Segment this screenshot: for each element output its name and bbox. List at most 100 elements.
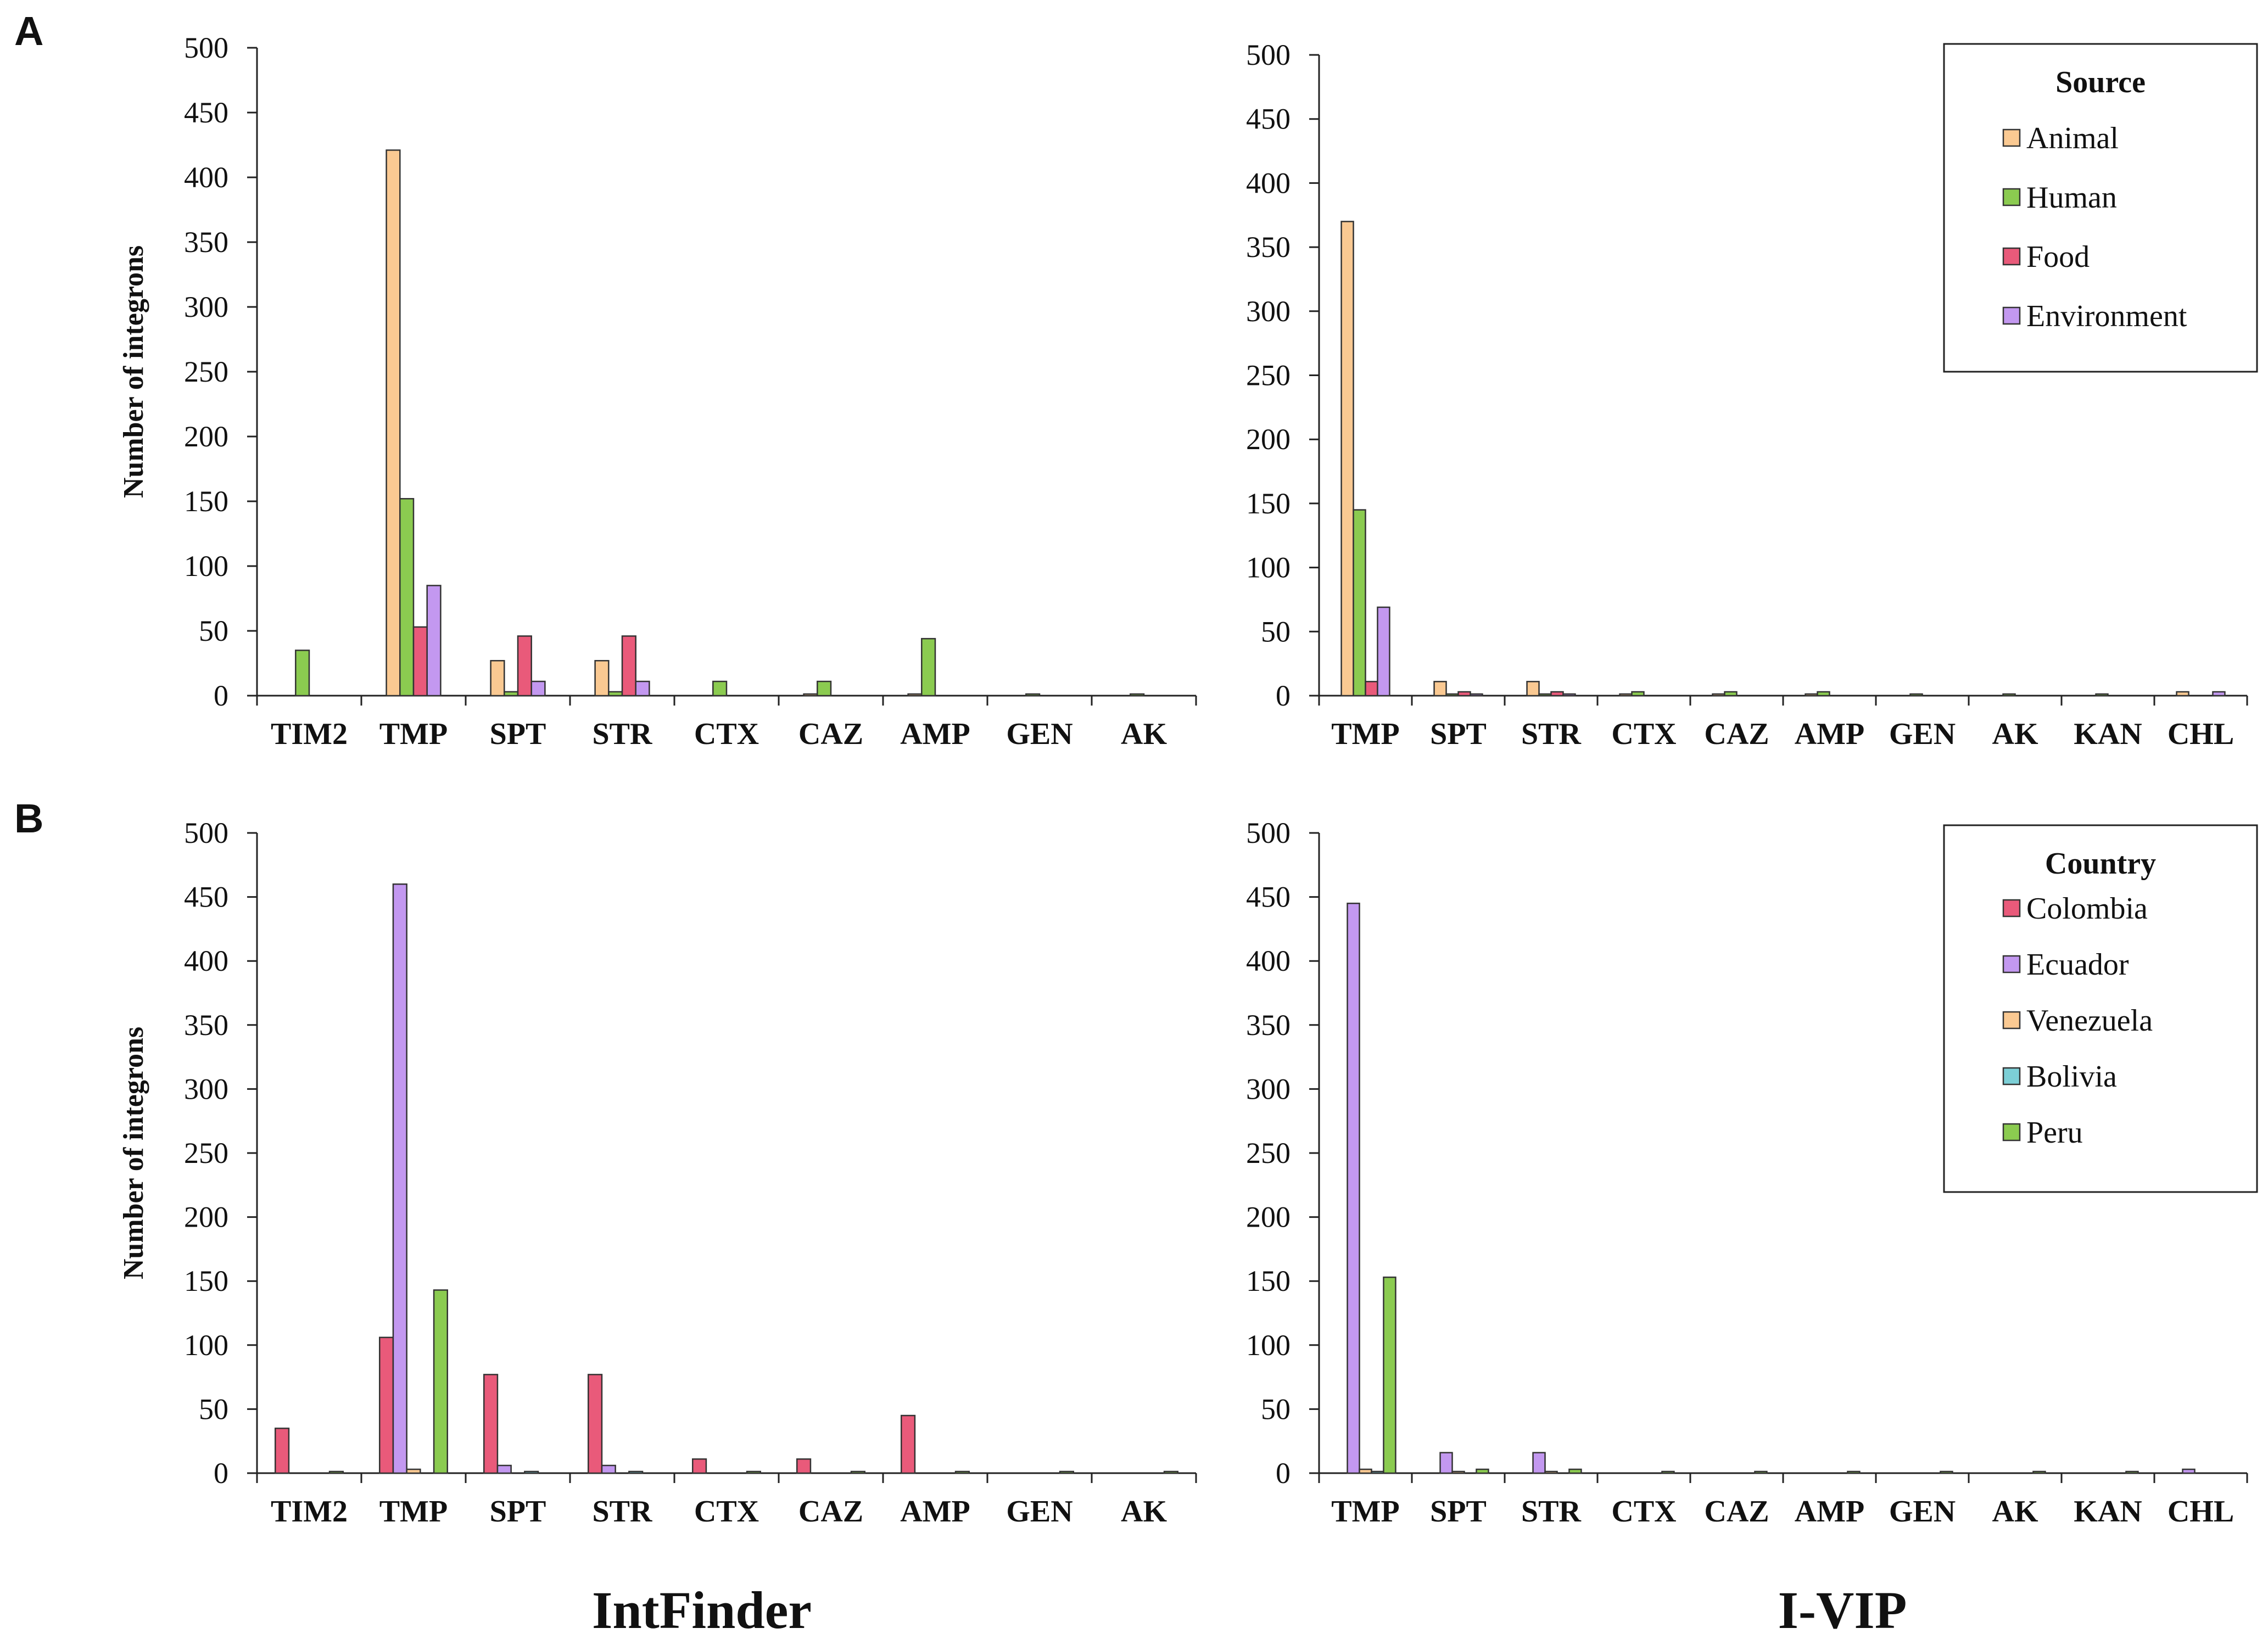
- y-tick-label: 450: [184, 881, 228, 914]
- bar-venezuela-tmp: [1359, 1468, 1372, 1474]
- bar-peru-ctx: [746, 1470, 762, 1474]
- bar-environment-str: [1562, 693, 1576, 697]
- bar-ecuador-tmp: [1347, 903, 1360, 1474]
- y-tick-label: 350: [1246, 231, 1291, 264]
- bar-bolivia-spt: [524, 1470, 539, 1474]
- y-tick-label: 300: [1246, 1072, 1291, 1105]
- bar-human-kan: [2095, 693, 2109, 697]
- legend-label-animal: Animal: [2026, 121, 2119, 155]
- x-tick-label: GEN: [1006, 717, 1072, 751]
- y-tick-label: 450: [1246, 881, 1291, 914]
- bar-peru-ctx: [1661, 1470, 1675, 1474]
- bar-environment-str: [635, 680, 650, 697]
- legend-frame: [1943, 824, 2258, 1193]
- bar-human-spt: [504, 691, 519, 697]
- y-tick-label: 400: [1246, 944, 1291, 977]
- y-tick-label: 500: [1246, 38, 1291, 71]
- bar-peru-ak: [1163, 1470, 1179, 1474]
- x-tick-label: CAZ: [798, 1495, 863, 1529]
- legends-layer: SourceAnimalHumanFoodEnvironmentCountryC…: [1943, 43, 2258, 1193]
- x-tick-label: GEN: [1006, 1495, 1072, 1529]
- x-tick-label: SPT: [490, 1495, 546, 1529]
- legend-country: Country Colombia Ecuador Venezuela Bolivia Pe…: [1943, 824, 2258, 1193]
- bar-peru-gen: [1940, 1470, 1953, 1474]
- bar-food-spt: [1457, 691, 1471, 697]
- y-tick-label: 200: [184, 1201, 228, 1234]
- chart-a-left: 0 50 100 150 200 250 300 350 400 450 500 Number of …: [118, 31, 1197, 751]
- x-tick-label: KAN: [2074, 1495, 2142, 1529]
- bar-animal-spt: [1433, 681, 1447, 697]
- bar-animal-str: [594, 660, 610, 697]
- bar-human-ctx: [1631, 691, 1645, 697]
- bar-peru-spt: [1476, 1468, 1489, 1474]
- x-tick-label: STR: [593, 717, 652, 751]
- x-tick-label: SPT: [1430, 1495, 1487, 1529]
- bar-peru-tmp: [1383, 1276, 1396, 1474]
- chart-b-left: 0 50 100 150 200 250 300 350 400 450 500 Number of …: [118, 816, 1197, 1529]
- bar-peru-amp: [1847, 1470, 1861, 1474]
- panel-label-b: B: [14, 796, 43, 841]
- legend-swatch-human: [2002, 188, 2021, 206]
- x-tick-label: GEN: [1889, 1495, 1956, 1529]
- x-tick-label: STR: [593, 1495, 652, 1529]
- legend-label-peru: Peru: [2026, 1116, 2083, 1150]
- legend-title: Source: [2055, 65, 2146, 99]
- y-tick-label: 50: [199, 1392, 228, 1425]
- bar-peru-amp: [954, 1470, 970, 1474]
- legend-swatch-ecuador: [2002, 955, 2021, 973]
- bar-colombia-tmp: [379, 1336, 394, 1474]
- bar-animal-caz: [803, 693, 818, 697]
- bar-food-tmp: [412, 626, 428, 697]
- y-tick-label: 250: [184, 355, 228, 388]
- x-tick-label: AK: [1121, 1495, 1167, 1529]
- y-tick-label: 150: [184, 1264, 228, 1297]
- bar-colombia-amp: [901, 1414, 916, 1474]
- bar-colombia-caz: [796, 1458, 812, 1474]
- y-tick-label: 500: [1246, 816, 1291, 849]
- legend-swatch-colombia: [2002, 899, 2021, 917]
- bar-human-tmp: [399, 498, 415, 697]
- bar-animal-tmp: [386, 149, 401, 697]
- legend-label-colombia: Colombia: [2026, 892, 2148, 926]
- panel-label-a: A: [14, 8, 43, 54]
- bar-human-caz: [1724, 691, 1738, 697]
- y-tick-label: 350: [184, 1009, 228, 1042]
- legend-swatch-peru: [2002, 1123, 2021, 1142]
- bar-peru-ak: [2032, 1470, 2046, 1474]
- bar-environment-spt: [530, 680, 546, 697]
- y-tick-label: 200: [1246, 1201, 1291, 1234]
- bar-animal-amp: [907, 693, 923, 697]
- x-tick-label: CTX: [1611, 717, 1676, 751]
- y-tick-label: 500: [184, 816, 228, 849]
- legend-title: Country: [2045, 847, 2156, 881]
- x-tick-label: CAZ: [1704, 1495, 1769, 1529]
- bar-bolivia-tmp: [1371, 1470, 1384, 1474]
- bar-human-spt: [1445, 693, 1459, 697]
- bar-human-ak: [1130, 693, 1145, 697]
- x-tick-label: AK: [1121, 717, 1167, 751]
- bar-animal-tmp: [1340, 221, 1354, 697]
- bar-human-str: [608, 691, 623, 697]
- bar-human-tim2: [295, 650, 310, 697]
- legend-frame: [1943, 43, 2258, 373]
- bar-environment-chl: [2212, 691, 2226, 697]
- y-tick-label: 500: [184, 31, 228, 64]
- bar-ecuador-spt: [496, 1464, 512, 1474]
- bar-ecuador-spt: [1439, 1452, 1453, 1474]
- bar-bolivia-str: [628, 1470, 644, 1474]
- bar-ecuador-tmp: [392, 883, 407, 1474]
- bar-venezuela-tmp: [406, 1468, 421, 1474]
- y-tick-label: 0: [1276, 679, 1291, 712]
- bar-human-str: [1538, 693, 1552, 697]
- bar-food-tmp: [1365, 681, 1378, 697]
- y-tick-label: 350: [184, 226, 228, 259]
- x-tick-label: SPT: [490, 717, 546, 751]
- bar-food-str: [1550, 691, 1564, 697]
- bar-peru-kan: [2125, 1470, 2139, 1474]
- bar-human-gen: [1909, 693, 1923, 697]
- x-tick-label: AMP: [900, 1495, 970, 1529]
- bar-food-spt: [517, 635, 532, 697]
- bar-human-amp: [921, 637, 936, 697]
- y-tick-label: 50: [1261, 1392, 1291, 1425]
